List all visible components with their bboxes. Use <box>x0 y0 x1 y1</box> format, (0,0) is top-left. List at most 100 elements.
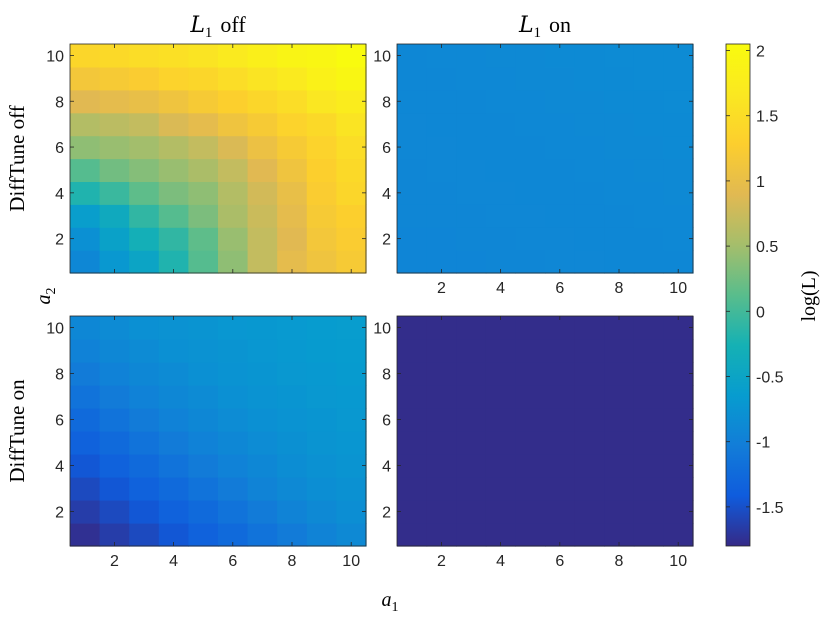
y-tick-label: 6 <box>382 140 391 157</box>
heatmap-cell <box>306 158 337 182</box>
heatmap-cell <box>485 112 516 137</box>
heatmap-cell <box>277 112 308 137</box>
heatmap-cell <box>70 135 101 160</box>
heatmap-cell <box>397 408 428 432</box>
y-tick-label: 10 <box>373 321 391 338</box>
heatmap-cell <box>456 181 487 205</box>
heatmap-cell <box>574 362 605 386</box>
heatmap-panels: 2 4 6 8 10 2 4 6 8 10 2 4 6 8 10 2 4 6 8 10 2 4 6 8 10 2 4 6 8 10 2 4 6 8… <box>46 43 694 570</box>
heatmap-cell <box>247 44 278 68</box>
colorbar-tick-label: 0 <box>756 304 765 321</box>
heatmap-cell <box>306 454 337 478</box>
heatmap-cell <box>277 227 308 251</box>
heatmap-cell <box>604 66 635 91</box>
heatmap-panel: 2 4 6 8 10 2 4 6 8 10 <box>46 315 367 570</box>
heatmap-cell <box>306 89 337 114</box>
heatmap-cell <box>336 431 367 455</box>
y-axis-label: a2 <box>33 288 59 305</box>
heatmap-cell <box>99 204 130 228</box>
heatmap-cell <box>158 250 189 274</box>
heatmap-cell <box>70 408 101 432</box>
heatmap-cell <box>277 181 308 205</box>
x-tick-label: 4 <box>496 553 505 570</box>
heatmap-cell <box>397 89 428 114</box>
heatmap-cell <box>306 44 337 68</box>
heatmap-cell <box>515 66 546 91</box>
heatmap-cell <box>515 477 546 501</box>
heatmap-cell <box>129 316 160 340</box>
heatmap-cell <box>397 477 428 501</box>
heatmap-cell <box>188 227 219 251</box>
heatmap-cell <box>218 135 249 160</box>
heatmap-cell <box>336 89 367 114</box>
heatmap-cell <box>158 112 189 137</box>
heatmap-cell <box>306 408 337 432</box>
heatmap-cell <box>456 250 487 274</box>
heatmap-cell <box>397 523 428 547</box>
heatmap-cell <box>70 66 101 91</box>
heatmap-cell <box>456 66 487 91</box>
x-axis-label: a1 <box>382 589 399 615</box>
heatmap-cell <box>485 500 516 524</box>
heatmap-cell <box>604 454 635 478</box>
heatmap-cell <box>336 181 367 205</box>
heatmap-cell <box>277 66 308 91</box>
y-tick-label: 4 <box>55 459 64 476</box>
heatmap-cell <box>574 408 605 432</box>
heatmap-cell <box>99 431 130 455</box>
heatmap-cell <box>306 250 337 274</box>
heatmap-cell <box>426 158 457 182</box>
heatmap-cell <box>397 181 428 205</box>
heatmap-cell <box>515 454 546 478</box>
heatmap-cell <box>515 112 546 137</box>
heatmap-cell <box>485 227 516 251</box>
heatmap-cell <box>574 66 605 91</box>
heatmap-cell <box>99 66 130 91</box>
heatmap-cell <box>218 44 249 68</box>
heatmap-cell <box>663 339 694 363</box>
heatmap-cell <box>633 135 664 160</box>
heatmap-cell <box>188 454 219 478</box>
heatmap-cell <box>188 316 219 340</box>
heatmap-cell <box>485 204 516 228</box>
y-tick-label: 10 <box>373 48 391 65</box>
axes-box <box>69 315 367 547</box>
x-tick-label: 2 <box>110 553 119 570</box>
y-tick-label: 2 <box>55 505 64 522</box>
heatmap-cell <box>247 362 278 386</box>
heatmap-cell <box>99 385 130 409</box>
heatmap-cell <box>426 227 457 251</box>
heatmap-cell <box>545 135 576 160</box>
axes-box <box>396 315 694 547</box>
heatmap-cell <box>99 181 130 205</box>
heatmap-cell <box>129 385 160 409</box>
heatmap-cell <box>70 454 101 478</box>
colorbar: 2 1.5 1 0.5 0 -0.5 -1 -1.5 log(L) <box>725 44 820 547</box>
heatmap-cell <box>604 44 635 68</box>
y-tick-label: 2 <box>382 505 391 522</box>
heatmap-cell <box>188 362 219 386</box>
heatmap-cell <box>70 181 101 205</box>
heatmap-cell <box>663 523 694 547</box>
heatmap-cell <box>426 181 457 205</box>
heatmap-cell <box>574 250 605 274</box>
heatmap-cell <box>218 158 249 182</box>
heatmap-cell <box>129 250 160 274</box>
heatmap-cell <box>306 339 337 363</box>
heatmap-cell <box>485 44 516 68</box>
heatmap-cell <box>99 250 130 274</box>
heatmap-cell <box>574 227 605 251</box>
heatmap-cell <box>129 44 160 68</box>
heatmap-cell <box>247 408 278 432</box>
heatmap-cell <box>129 112 160 137</box>
x-tick-label: 4 <box>496 280 505 297</box>
heatmap-cell <box>633 477 664 501</box>
heatmap-cell <box>129 89 160 114</box>
x-tick-label: 6 <box>555 553 564 570</box>
heatmap-cell <box>336 385 367 409</box>
heatmap-cell <box>306 112 337 137</box>
heatmap-cell <box>306 500 337 524</box>
x-tick-label: 10 <box>669 553 687 570</box>
heatmap-cell <box>129 158 160 182</box>
heatmap-cell <box>158 316 189 340</box>
